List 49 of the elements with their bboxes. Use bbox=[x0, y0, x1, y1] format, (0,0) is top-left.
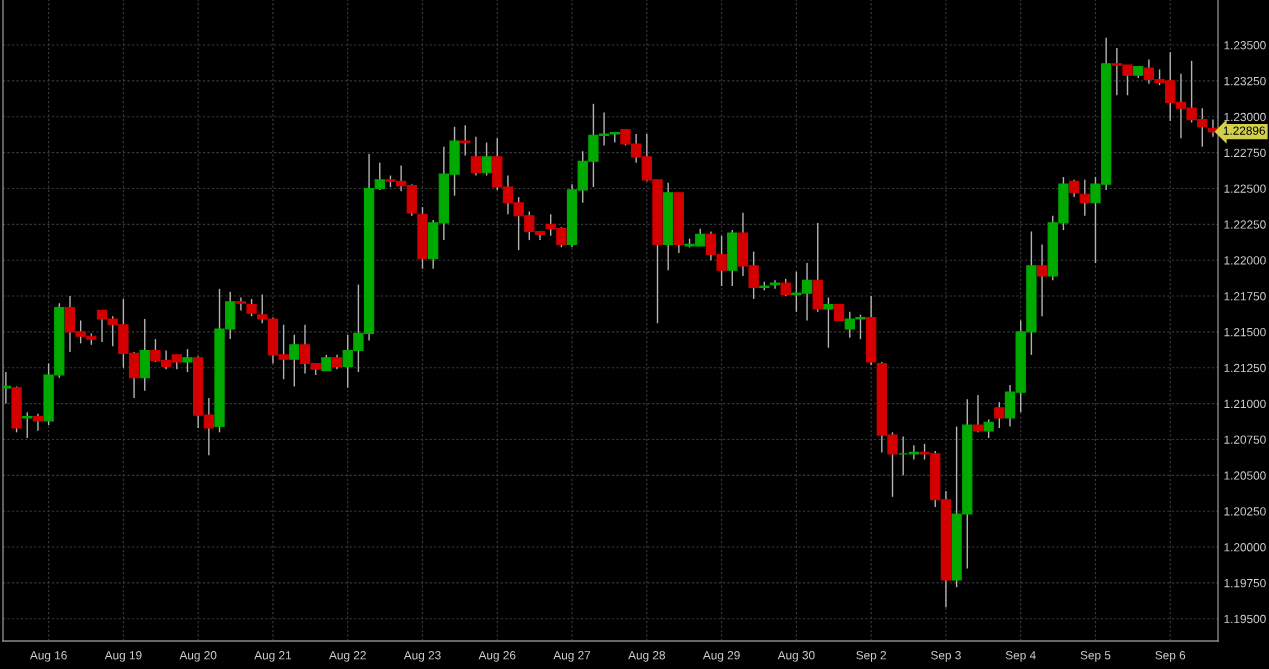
candlestick bbox=[1036, 243, 1048, 317]
x-tick-label: Sep 6 bbox=[1155, 651, 1186, 662]
candlestick bbox=[289, 334, 300, 388]
candlestick bbox=[1079, 179, 1090, 217]
candlestick bbox=[769, 279, 781, 290]
y-tick-label: 1.22750 bbox=[1224, 148, 1266, 158]
y-tick-label: 1.23000 bbox=[1224, 112, 1266, 122]
candlestick bbox=[32, 412, 44, 432]
x-tick-label: Aug 29 bbox=[702, 651, 740, 662]
x-tick-label: Aug 23 bbox=[403, 651, 441, 662]
candlestick bbox=[994, 401, 1005, 429]
candlestick bbox=[983, 418, 994, 439]
y-tick-label: 1.20750 bbox=[1224, 435, 1266, 444]
x-tick-label: Aug 20 bbox=[179, 651, 217, 662]
y-tick-label: 1.21250 bbox=[1224, 363, 1266, 373]
candlestick bbox=[235, 296, 247, 312]
x-tick-label: Aug 28 bbox=[628, 651, 666, 662]
x-tick-label: Aug 30 bbox=[777, 651, 815, 662]
x-tick-label: Aug 19 bbox=[104, 651, 142, 662]
y-tick-label: 1.23250 bbox=[1224, 76, 1266, 86]
y-tick-label: 1.19750 bbox=[1224, 578, 1266, 588]
y-tick-label: 1.23500 bbox=[1224, 41, 1266, 50]
candlestick bbox=[460, 124, 471, 157]
y-tick-label: 1.21000 bbox=[1224, 399, 1266, 409]
candlestick bbox=[823, 296, 834, 349]
candlestick bbox=[972, 394, 984, 434]
y-tick-label: 1.22250 bbox=[1224, 220, 1266, 229]
y-tick-label: 1.20250 bbox=[1224, 507, 1266, 516]
y-tick-label: 1.22500 bbox=[1224, 184, 1266, 193]
candlestick bbox=[470, 136, 482, 177]
y-tick-label: 1.20500 bbox=[1224, 471, 1266, 480]
x-tick-label: Sep 5 bbox=[1080, 651, 1111, 662]
candlestick bbox=[481, 141, 492, 177]
y-tick-label: 1.21500 bbox=[1224, 327, 1266, 337]
y-tick-label: 1.22000 bbox=[1224, 256, 1266, 265]
y-tick-label: 1.20000 bbox=[1224, 543, 1266, 552]
x-tick-label: Aug 22 bbox=[329, 651, 366, 662]
text: 1.22896 bbox=[1223, 126, 1266, 135]
x-tick-label: Sep 4 bbox=[1005, 651, 1036, 662]
candlestick bbox=[22, 411, 33, 439]
candlestick bbox=[182, 348, 193, 373]
x-tick-label: Sep 2 bbox=[856, 651, 886, 662]
x-tick-label: Aug 21 bbox=[254, 651, 292, 662]
x-tick-label: Sep 3 bbox=[931, 651, 961, 662]
x-tick-label: Aug 26 bbox=[478, 651, 516, 662]
x-tick-label: Aug 27 bbox=[553, 651, 591, 662]
x-tick-label: Aug 16 bbox=[29, 651, 67, 662]
y-tick-label: 1.19500 bbox=[1224, 614, 1266, 624]
y-tick-label: 1.21750 bbox=[1224, 292, 1266, 301]
